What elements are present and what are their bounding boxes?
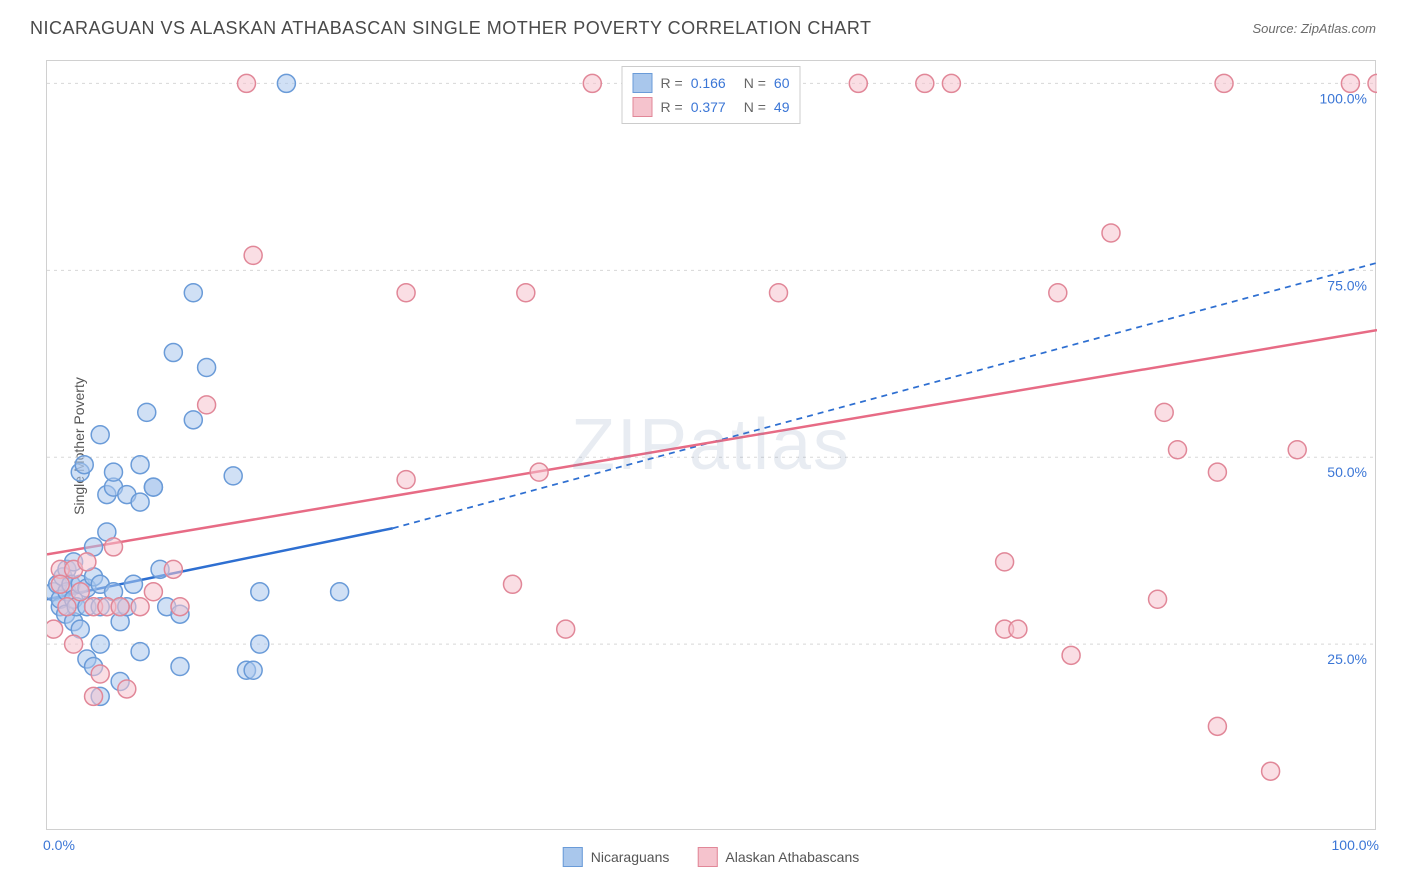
chart-area: 25.0%50.0%75.0%100.0% ZIPatlas R =0.166N… [46,60,1376,830]
legend-swatch [633,73,653,93]
legend-swatch [563,847,583,867]
correlation-legend: R = 0.166 N = 60 R = 0.377 N = 49 [622,66,801,124]
svg-text:100.0%: 100.0% [1320,90,1367,106]
legend-n-label: N = [744,99,766,115]
scatter-plot: 25.0% 50.0% 75.0% 100.0% [47,61,1377,831]
series-legend-label: Nicaraguans [591,849,670,865]
chart-title: NICARAGUAN VS ALASKAN ATHABASCAN SINGLE … [30,18,872,39]
legend-n-value: 49 [774,99,790,115]
series-legend-item: Nicaraguans [563,847,670,867]
legend-r-value: 0.377 [691,99,726,115]
legend-r-value: 0.166 [691,75,726,91]
svg-text:25.0%: 25.0% [1327,651,1367,667]
series-legend-label: Alaskan Athabascans [725,849,859,865]
legend-r-label: R = [661,99,683,115]
legend-n-value: 60 [774,75,790,91]
series-legend-item: Alaskan Athabascans [697,847,859,867]
legend-swatch [697,847,717,867]
series-legend: Nicaraguans Alaskan Athabascans [563,847,859,867]
legend-swatch [633,97,653,117]
legend-r-label: R = [661,75,683,91]
legend-row: R = 0.377 N = 49 [633,95,790,119]
svg-text:50.0%: 50.0% [1327,464,1367,480]
legend-n-label: N = [744,75,766,91]
svg-text:75.0%: 75.0% [1327,277,1367,293]
source-attribution: Source: ZipAtlas.com [1252,21,1376,36]
legend-row: R = 0.166 N = 60 [633,71,790,95]
x-axis-min-label: 0.0% [43,837,75,853]
x-axis-max-label: 100.0% [1332,837,1379,853]
